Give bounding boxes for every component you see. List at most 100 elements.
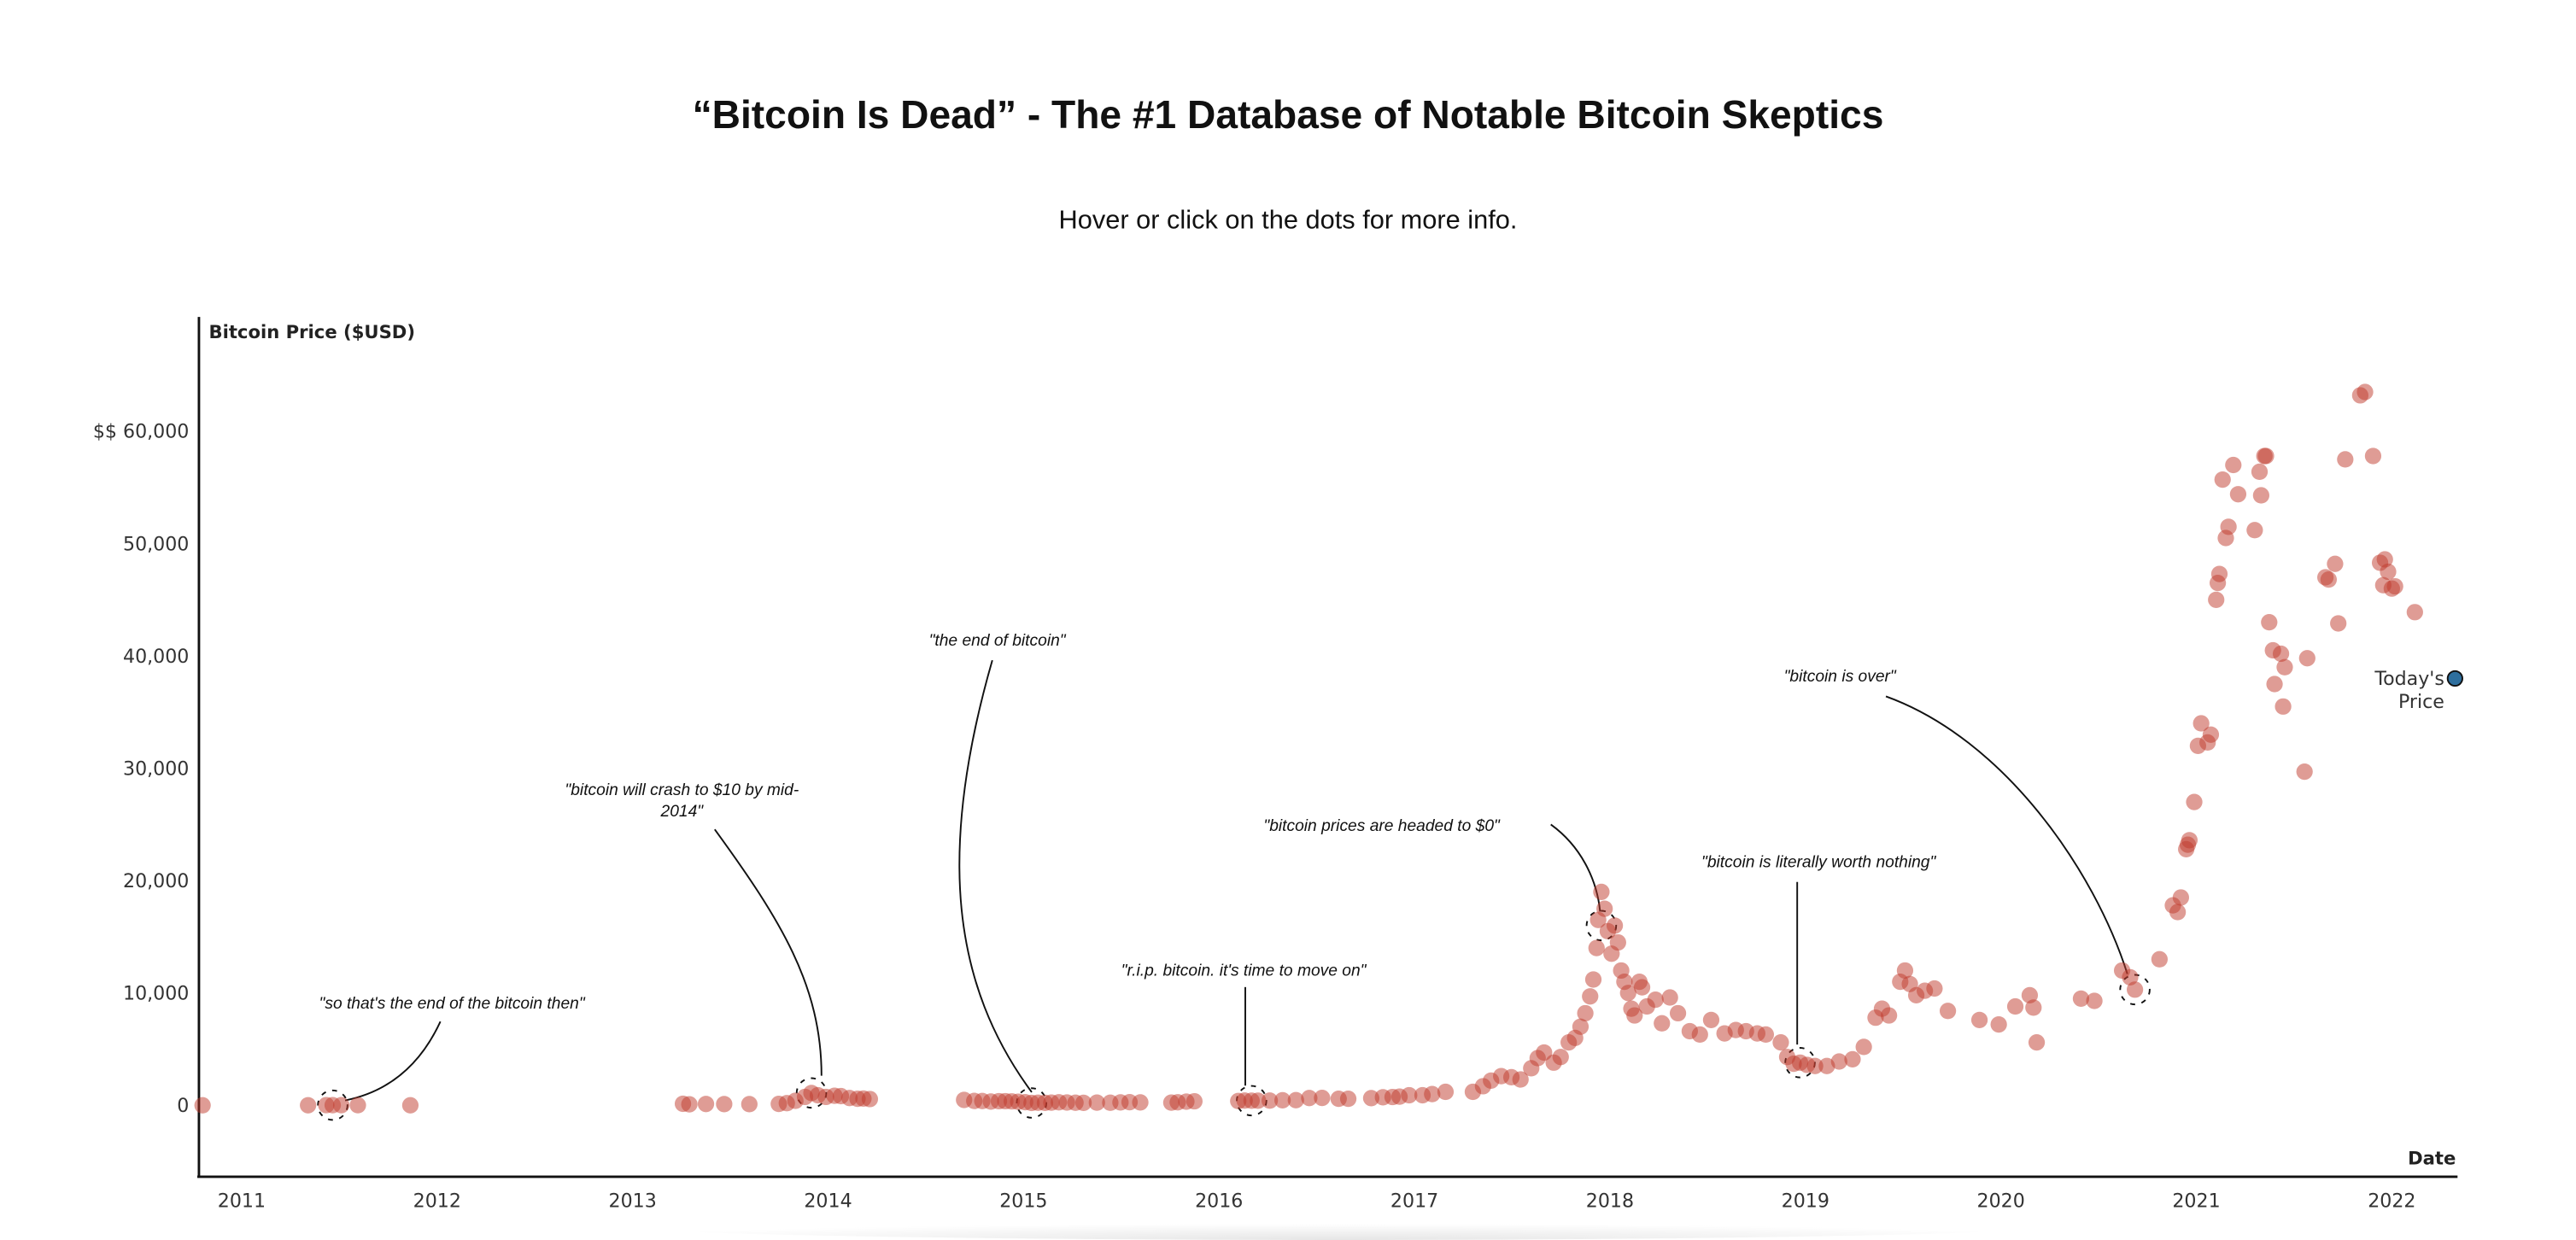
skeptic-dot[interactable] <box>2266 676 2283 693</box>
skeptic-dot[interactable] <box>1619 985 1636 1002</box>
skeptic-dot[interactable] <box>861 1091 879 1108</box>
skeptic-dot[interactable] <box>1362 1090 1380 1107</box>
skeptic-dot[interactable] <box>194 1097 211 1114</box>
skeptic-dot[interactable] <box>2208 591 2225 608</box>
skeptic-dot[interactable] <box>2252 487 2270 504</box>
skeptic-dot[interactable] <box>2320 571 2338 588</box>
skeptic-dot[interactable] <box>2028 1034 2046 1051</box>
skeptic-dot[interactable] <box>1606 917 1624 934</box>
skeptic-dot[interactable] <box>1970 1011 1988 1028</box>
skeptic-dot[interactable] <box>1939 1003 1957 1020</box>
skeptic-dot[interactable] <box>1702 1011 1720 1028</box>
skeptic-dot[interactable] <box>349 1097 366 1114</box>
skeptic-dot[interactable] <box>1287 1091 1304 1108</box>
skeptic-dot[interactable] <box>2380 563 2397 581</box>
skeptic-dot[interactable] <box>1262 1092 1279 1109</box>
skeptic-dot[interactable] <box>1844 1050 1861 1067</box>
skeptic-dot[interactable] <box>1250 1092 1267 1109</box>
skeptic-dot[interactable] <box>2376 551 2393 568</box>
skeptic-dot[interactable] <box>1880 1007 1898 1024</box>
skeptic-dot[interactable] <box>2151 950 2168 968</box>
skeptic-dot[interactable] <box>2330 615 2347 632</box>
skeptic-dot[interactable] <box>2126 981 2144 998</box>
skeptic-dot[interactable] <box>1588 939 1605 956</box>
skeptic-dot[interactable] <box>1577 1004 1594 1022</box>
skeptic-dot[interactable] <box>2272 645 2290 663</box>
skeptic-dot[interactable] <box>741 1096 758 1113</box>
skeptic-dot[interactable] <box>1132 1094 1149 1111</box>
skeptic-dot[interactable] <box>2406 604 2423 621</box>
skeptic-dot[interactable] <box>1584 971 1602 988</box>
skeptic-dot[interactable] <box>1088 1094 1105 1111</box>
skeptic-dot[interactable] <box>2193 715 2210 732</box>
skeptic-dot[interactable] <box>2072 990 2090 1007</box>
skeptic-dot[interactable] <box>2122 968 2139 986</box>
skeptic-dot[interactable] <box>1654 1015 1671 1032</box>
skeptic-dot[interactable] <box>2086 992 2103 1009</box>
skeptic-dot[interactable] <box>1274 1091 1291 1108</box>
skeptic-dot[interactable] <box>1691 1026 1708 1044</box>
skeptic-dot[interactable] <box>2169 904 2187 921</box>
todays-price-dot[interactable] <box>2446 670 2463 687</box>
skeptic-dot[interactable] <box>1582 988 1599 1005</box>
skeptic-dot[interactable] <box>1596 900 1613 917</box>
skeptic-dot[interactable] <box>2181 832 2198 849</box>
skeptic-dot[interactable] <box>2172 889 2190 906</box>
skeptic-dot[interactable] <box>2298 650 2315 667</box>
skeptic-dot[interactable] <box>2364 447 2382 465</box>
skeptic-dot[interactable] <box>697 1096 715 1113</box>
skeptic-dot[interactable] <box>1772 1034 1789 1051</box>
skeptic-dot[interactable] <box>2186 793 2203 810</box>
skeptic-dot[interactable] <box>1593 883 1610 900</box>
skeptic-dot[interactable] <box>1855 1038 1872 1056</box>
skeptic-dot[interactable] <box>1896 962 1914 980</box>
skeptic-dot[interactable] <box>1339 1091 1357 1108</box>
skeptic-dot[interactable] <box>1572 1018 1590 1035</box>
skeptic-dot[interactable] <box>716 1096 733 1113</box>
skeptic-dot[interactable] <box>1647 991 1664 1009</box>
skeptic-dot[interactable] <box>2214 471 2231 488</box>
skeptic-dot[interactable] <box>1609 933 1626 951</box>
skeptic-dot[interactable] <box>2327 555 2344 572</box>
skeptic-dot[interactable] <box>2274 698 2292 715</box>
skeptic-dot[interactable] <box>1633 979 1651 996</box>
skeptic-dot[interactable] <box>681 1096 698 1113</box>
skeptic-dot[interactable] <box>1437 1083 1455 1101</box>
skeptic-dot[interactable] <box>1301 1090 1318 1107</box>
skeptic-dot[interactable] <box>2210 565 2228 582</box>
skeptic-dot[interactable] <box>1074 1094 1092 1111</box>
skeptic-dot[interactable] <box>1806 1057 1824 1074</box>
skeptic-dot[interactable] <box>1990 1015 2007 1033</box>
skeptic-dot[interactable] <box>332 1097 350 1114</box>
skeptic-dot[interactable] <box>1186 1092 1203 1110</box>
skeptic-dot[interactable] <box>1661 989 1678 1006</box>
skeptic-dot[interactable] <box>2225 456 2242 474</box>
skeptic-dot[interactable] <box>401 1097 419 1114</box>
skeptic-dot[interactable] <box>300 1097 317 1114</box>
skeptic-dot[interactable] <box>2356 383 2374 401</box>
skeptic-dot[interactable] <box>2229 486 2247 503</box>
skeptic-dot[interactable] <box>1669 1004 1687 1022</box>
skeptic-dot[interactable] <box>2257 447 2274 465</box>
skeptic-dot[interactable] <box>2296 763 2313 781</box>
skeptic-dot[interactable] <box>1830 1053 1847 1070</box>
skeptic-dot[interactable] <box>1626 1007 1643 1024</box>
skeptic-dot[interactable] <box>2251 463 2269 481</box>
skeptic-dot[interactable] <box>1757 1026 1775 1044</box>
skeptic-dot[interactable] <box>1424 1085 1441 1103</box>
skeptic-dot[interactable] <box>2021 986 2039 1004</box>
skeptic-dot[interactable] <box>2220 518 2237 535</box>
skeptic-dot[interactable] <box>1314 1090 1331 1107</box>
skeptic-dot[interactable] <box>1512 1071 1529 1088</box>
skeptic-dot[interactable] <box>2276 658 2293 676</box>
skeptic-dot[interactable] <box>2337 451 2354 468</box>
skeptic-dot[interactable] <box>2246 522 2263 539</box>
skeptic-dot[interactable] <box>2261 614 2278 631</box>
skeptic-dot[interactable] <box>2202 726 2220 743</box>
skeptic-dot[interactable] <box>2386 577 2403 595</box>
skeptic-dot[interactable] <box>1552 1049 1569 1066</box>
skeptic-dot[interactable] <box>1401 1086 1418 1104</box>
skeptic-dot[interactable] <box>2025 999 2042 1016</box>
skeptic-dot[interactable] <box>2006 997 2024 1015</box>
skeptic-dot[interactable] <box>1818 1057 1835 1074</box>
